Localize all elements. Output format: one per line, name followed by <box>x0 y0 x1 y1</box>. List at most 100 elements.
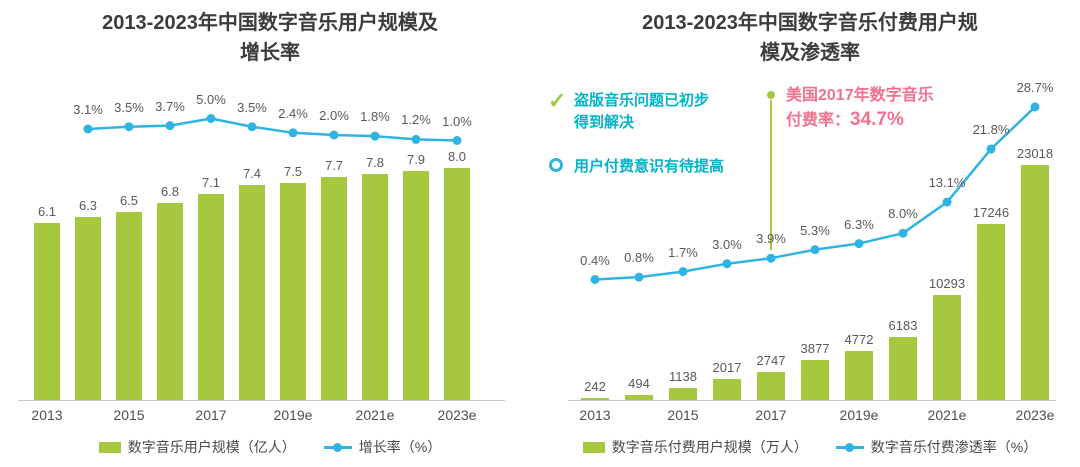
line-point <box>722 259 732 269</box>
legend-label-growth-rate: 增长率（%） <box>358 439 442 455</box>
line-point-label: 3.1% <box>73 101 103 117</box>
bar <box>116 211 142 400</box>
line-point <box>986 144 996 154</box>
line-point-label: 2.0% <box>319 108 349 123</box>
line-point <box>766 253 776 263</box>
bar <box>239 185 265 400</box>
line-swatch-dot-icon <box>845 442 855 452</box>
bar <box>757 371 785 400</box>
bar-value-label: 10293 <box>928 276 966 291</box>
bar <box>34 223 60 400</box>
chart-right-title-line1: 2013-2023年中国数字音乐付费用户规 <box>642 12 978 34</box>
x-axis-line <box>568 400 1056 401</box>
line-point <box>83 124 93 134</box>
bar <box>362 173 388 400</box>
bar-value-label: 6.1 <box>37 204 57 220</box>
bar-value-label: 8.0 <box>447 149 467 164</box>
bar <box>581 397 609 400</box>
x-tick-label: 2023e <box>1015 407 1055 423</box>
chart-user-scale-panel: 2013-2023年中国数字音乐用户规模及 增长率 6.1 6.3 6.5 6.8 7.… <box>0 8 540 457</box>
bar-value-label: 7.8 <box>365 154 385 170</box>
line-point-label: 1.7% <box>668 244 698 260</box>
line-point <box>634 272 644 282</box>
bar-value-label: 6.3 <box>78 198 98 214</box>
line-point <box>370 131 380 141</box>
chart-left-legend: 数字音乐用户规模（亿人） 增长率（%） <box>0 437 540 457</box>
check-icon: ✓ <box>548 88 567 113</box>
bar-value-label: 6183 <box>888 317 918 333</box>
bar-value-label: 7.5 <box>283 163 303 179</box>
bar <box>1021 165 1049 400</box>
line-point-label: 3.0% <box>712 236 742 252</box>
chart-left-title: 2013-2023年中国数字音乐用户规模及 增长率 <box>0 8 540 68</box>
line-point <box>288 128 298 138</box>
chart-left-title-line2: 增长率 <box>240 42 300 64</box>
bar-value-label: 23018 <box>1016 146 1054 162</box>
x-tick-label: 2015 <box>667 407 699 423</box>
bar-value-label: 17246 <box>972 205 1010 221</box>
circle-icon <box>549 158 563 172</box>
line-point <box>898 228 908 238</box>
bar-value-label: 7.4 <box>242 166 262 182</box>
bar <box>625 394 653 400</box>
annotation-piracy-line1: 盗版音乐问题已初步 <box>574 92 710 109</box>
line-point-label: 3.7% <box>155 98 185 114</box>
line-point-label: 21.8% <box>972 122 1010 138</box>
line-point <box>247 122 257 132</box>
line-point-label: 3.9% <box>756 231 786 247</box>
chart-right-title: 2013-2023年中国数字音乐付费用户规 模及渗透率 <box>540 8 1080 68</box>
x-tick-label: 2023e <box>437 407 477 423</box>
bar-value-label: 6.8 <box>160 183 180 199</box>
bar <box>801 360 829 400</box>
line-point-label: 3.5% <box>114 99 144 115</box>
line-point <box>590 275 600 285</box>
bar <box>280 182 306 400</box>
x-tick-label: 2013 <box>31 407 63 423</box>
x-tick-label: 2017 <box>755 407 787 423</box>
x-tick-label: 2017 <box>195 407 227 423</box>
line-point-label: 6.3% <box>844 216 874 232</box>
legend-label-penetration: 数字音乐付费渗透率（%） <box>870 439 1038 455</box>
us-benchmark-note-line1: 美国2017年数字音乐 <box>786 87 934 104</box>
line-point-label: 3.5% <box>237 99 267 115</box>
x-tick-label: 2015 <box>113 407 145 423</box>
chart-right-legend: 数字音乐付费用户规模（万人） 数字音乐付费渗透率（%） <box>540 437 1080 457</box>
chart-paying-users-panel: 2013-2023年中国数字音乐付费用户规 模及渗透率 ✓ 盗版音乐问题已初步 … <box>540 0 1080 467</box>
line-point-label: 2.4% <box>278 105 308 121</box>
line-point <box>1030 102 1040 112</box>
line-point <box>206 114 216 123</box>
line-point-label: 28.7% <box>1016 79 1054 95</box>
chart-left-plot: 6.1 6.3 6.5 6.8 7.1 7.4 7.5 7.7 7.8 7.9 8.0 2013 201… <box>18 92 505 423</box>
bar <box>321 176 347 400</box>
bar <box>198 194 224 400</box>
benchmark-marker-dot-icon <box>767 91 775 99</box>
bar <box>75 217 101 400</box>
legend-item-paying-users: 数字音乐付费用户规模（万人） <box>582 437 808 457</box>
bar-value-label: 7.9 <box>406 151 426 167</box>
legend-item-growth-rate: 增长率（%） <box>323 437 442 457</box>
line-point-label: 13.1% <box>928 175 966 191</box>
bar <box>889 336 917 400</box>
bar <box>157 202 183 400</box>
line-point-label: 1.8% <box>360 109 390 125</box>
bar <box>403 170 429 400</box>
chart-right-title-line2: 模及渗透率 <box>760 42 860 64</box>
bar <box>933 295 961 400</box>
bar-value-label: 242 <box>584 378 606 394</box>
legend-label-paying-users: 数字音乐付费用户规模（万人） <box>611 439 808 455</box>
chart-left-title-line1: 2013-2023年中国数字音乐用户规模及 <box>102 12 438 34</box>
bar-value-label: 4772 <box>844 332 874 348</box>
line-point-label: 5.3% <box>800 222 830 238</box>
line-swatch-dot-icon <box>333 442 343 452</box>
bar-value-label: 6.5 <box>119 192 139 208</box>
bar-swatch-icon <box>582 441 605 453</box>
line-point-label: 0.8% <box>624 250 654 266</box>
line-point <box>854 239 864 249</box>
line-point <box>678 267 688 277</box>
line-swatch-icon <box>835 442 864 452</box>
bar-value-label: 2747 <box>756 352 786 368</box>
legend-label-user-scale: 数字音乐用户规模（亿人） <box>127 439 296 455</box>
line-swatch-icon <box>323 442 352 452</box>
bar-swatch-icon <box>98 441 121 453</box>
